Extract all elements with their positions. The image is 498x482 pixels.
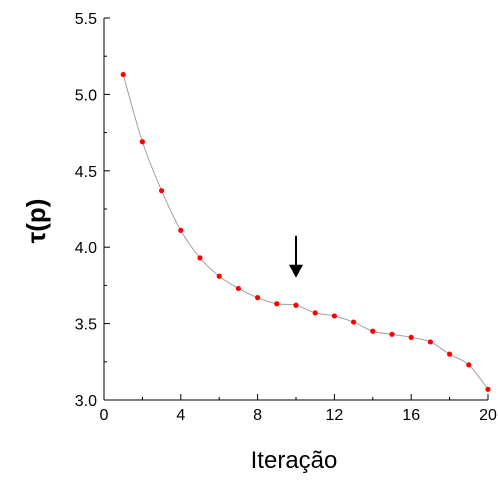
annotation-group [289, 235, 303, 278]
data-point [216, 273, 222, 279]
data-point [312, 310, 318, 316]
data-point [485, 386, 491, 392]
data-point [197, 255, 203, 261]
y-tick-label: 4.0 [75, 240, 97, 257]
x-tick-label: 0 [100, 407, 109, 424]
y-tick-label: 3.5 [75, 317, 97, 334]
y-axis-title: τ(p) [21, 199, 51, 244]
data-point [293, 302, 299, 308]
data-point [427, 339, 433, 345]
data-point [235, 285, 241, 292]
data-point [255, 295, 261, 301]
data-point [370, 328, 376, 334]
series-group [120, 71, 491, 392]
x-tick-label: 8 [253, 407, 262, 424]
data-point [447, 351, 453, 357]
data-point [274, 301, 280, 307]
data-point [466, 362, 472, 368]
data-point [139, 139, 145, 145]
data-point [178, 227, 184, 233]
data-point [408, 334, 414, 340]
x-tick-label: 4 [176, 407, 185, 424]
data-point [120, 71, 126, 78]
y-tick-label: 4.5 [75, 164, 97, 181]
data-point [331, 313, 337, 319]
data-point [389, 331, 395, 337]
y-axis-ticks: 3.0 3.5 4.0 4.5 5.0 5.5 [75, 11, 110, 410]
x-axis-ticks: 0 4 8 12 16 20 [100, 394, 497, 424]
y-tick-label: 5.0 [75, 87, 97, 104]
data-point [159, 188, 165, 194]
series-line [122, 74, 489, 390]
data-point [351, 319, 357, 325]
x-axis-title: Iteração [251, 447, 338, 474]
y-tick-label: 5.5 [75, 11, 97, 28]
arrow-head [289, 264, 303, 278]
x-tick-label: 12 [326, 407, 344, 424]
x-tick-label: 20 [479, 407, 497, 424]
x-tick-label: 16 [402, 407, 420, 424]
y-tick-label: 3.0 [75, 393, 97, 410]
